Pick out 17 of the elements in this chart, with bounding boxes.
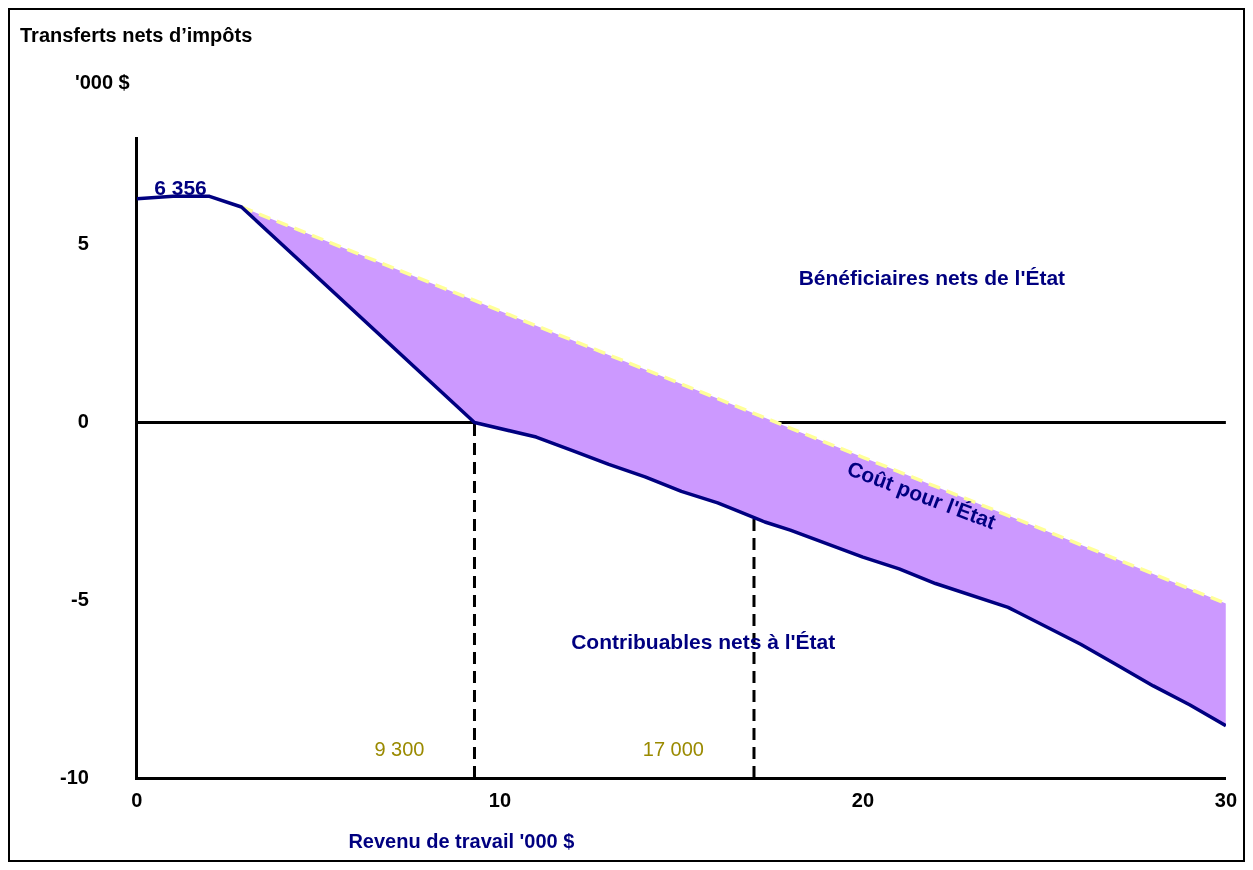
y-axis-title: '000 $	[74, 70, 130, 93]
x-tick-label: 10	[488, 788, 512, 811]
ref-line-label: 17 000	[642, 737, 704, 760]
x-tick-label: 0	[131, 788, 143, 811]
y-tick-label: -10	[60, 765, 89, 788]
ref-line-label: 9 300	[374, 737, 425, 760]
x-tick-label: 30	[1214, 788, 1237, 811]
y-tick-label: 5	[77, 232, 89, 255]
y-tick-label: 0	[77, 409, 89, 432]
chart-title: Transferts nets d’impôts	[20, 23, 253, 46]
annotation: Contribuables nets à l'État	[571, 630, 836, 654]
annotation: Bénéficiaires nets de l'État	[798, 265, 1066, 289]
x-tick-label: 20	[851, 788, 875, 811]
annotation: Coût pour l'État	[844, 456, 999, 534]
x-axis-title: Revenu de travail '000 $	[348, 829, 575, 852]
y-tick-label: -5	[71, 587, 89, 610]
annotation: 6 356	[154, 176, 207, 199]
